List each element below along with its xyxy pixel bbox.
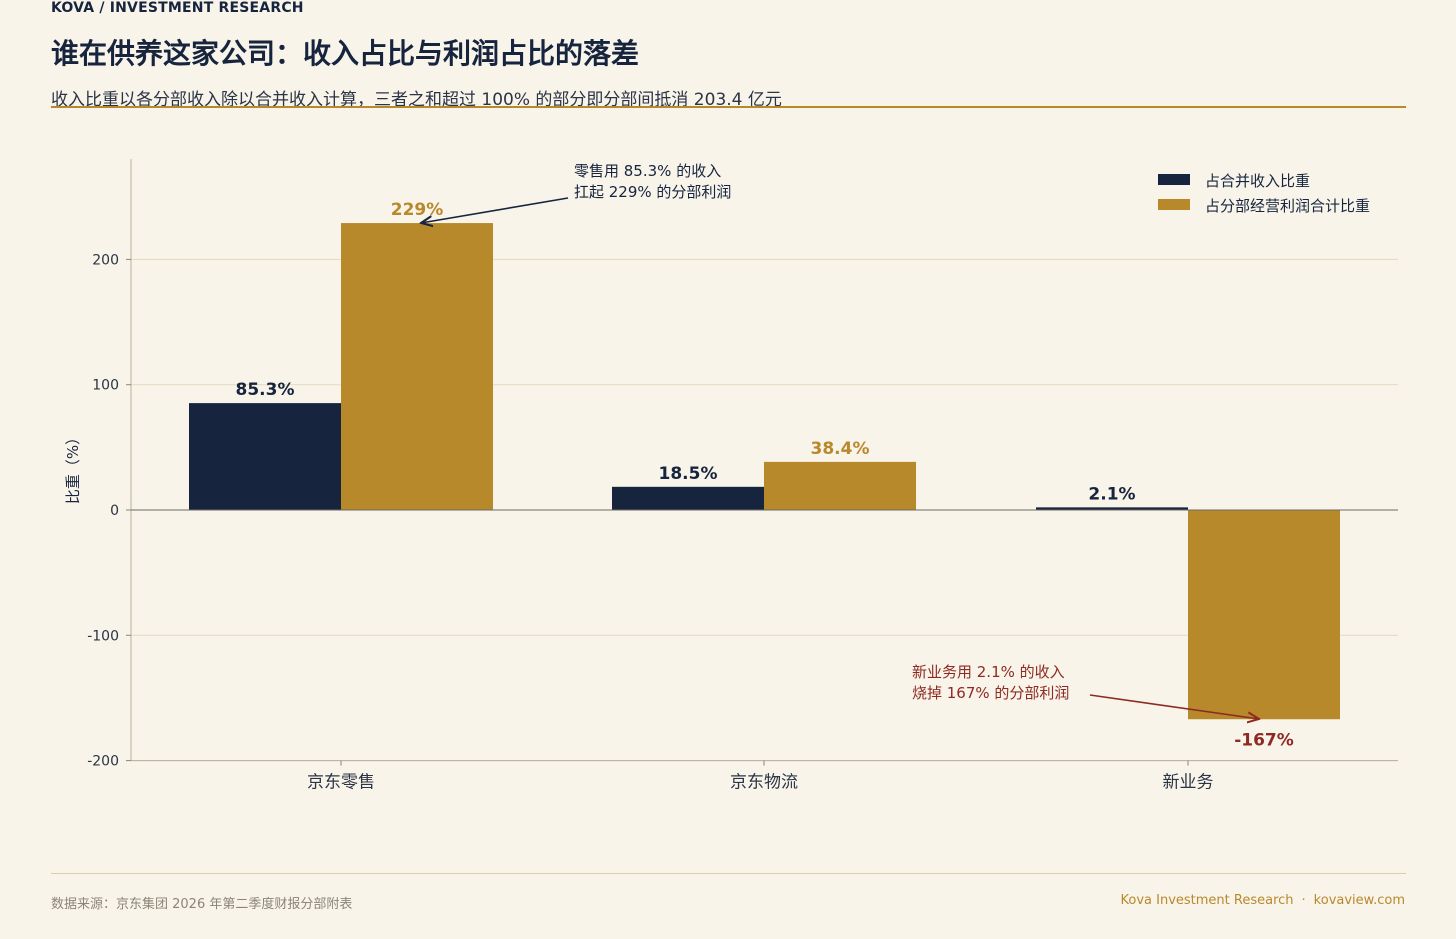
bar-profit xyxy=(341,223,493,511)
legend-swatch xyxy=(1158,199,1190,210)
page-subtitle: 收入比重以各分部收入除以合并收入计算，三者之和超过 100% 的部分即分部间抵消… xyxy=(51,90,782,110)
bar-revenue xyxy=(1036,507,1188,510)
footer-credit: Kova Investment Research · kovaview.com xyxy=(1121,893,1406,908)
annotation-retail: 零售用 85.3% 的收入 xyxy=(574,162,721,180)
data-label: 18.5% xyxy=(659,464,718,484)
annotation-newbiz-line2: 烧掉 167% 的分部利润 xyxy=(912,684,1069,702)
y-tick-label: 0 xyxy=(110,503,119,519)
y-tick-label: -100 xyxy=(87,628,119,644)
legend-swatch xyxy=(1158,174,1190,185)
footer-site-link[interactable]: kovaview.com xyxy=(1313,893,1405,908)
page-title: 谁在供养这家公司：收入占比与利润占比的落差 xyxy=(51,37,640,70)
header-divider xyxy=(51,106,1406,108)
y-axis-label: 比重（%） xyxy=(64,430,82,504)
brand-label: KOVA / INVESTMENT RESEARCH xyxy=(51,0,304,16)
bar-revenue xyxy=(612,486,764,510)
x-tick-label: 新业务 xyxy=(1163,773,1214,793)
data-label: -167% xyxy=(1234,730,1294,750)
data-label: 229% xyxy=(391,200,444,220)
x-tick-label: 京东零售 xyxy=(307,773,375,793)
y-tick-label: 200 xyxy=(92,252,119,268)
x-tick-label: 京东物流 xyxy=(730,773,798,793)
footer-divider xyxy=(51,873,1406,874)
data-label: 2.1% xyxy=(1088,484,1135,504)
data-label: 85.3% xyxy=(236,380,295,400)
legend-label: 占合并收入比重 xyxy=(1205,172,1310,190)
bar-profit xyxy=(764,461,916,510)
legend-label: 占分部经营利润合计比重 xyxy=(1205,197,1370,215)
y-tick-label: 100 xyxy=(92,378,119,394)
y-tick-label: -200 xyxy=(87,754,119,770)
annotation-newbiz: 新业务用 2.1% 的收入 xyxy=(912,663,1065,681)
annotation-newbiz-arrow xyxy=(1089,694,1259,719)
bar-profit xyxy=(1188,510,1340,720)
annotation-retail-line2: 扛起 229% 的分部利润 xyxy=(574,183,731,201)
bar-revenue xyxy=(189,403,341,510)
data-label: 38.4% xyxy=(811,439,870,459)
footer-brand: Kova Investment Research xyxy=(1120,893,1294,908)
bar-chart: -200 -100 0 100 200 比重（%） 85.3% 18.5% 2.1% 229% 38… xyxy=(64,159,1398,793)
footer-separator: · xyxy=(1301,893,1306,908)
annotation-retail-arrow xyxy=(421,197,569,223)
source-note: 数据来源：京东集团 2026 年第二季度财报分部附表 xyxy=(51,897,353,912)
